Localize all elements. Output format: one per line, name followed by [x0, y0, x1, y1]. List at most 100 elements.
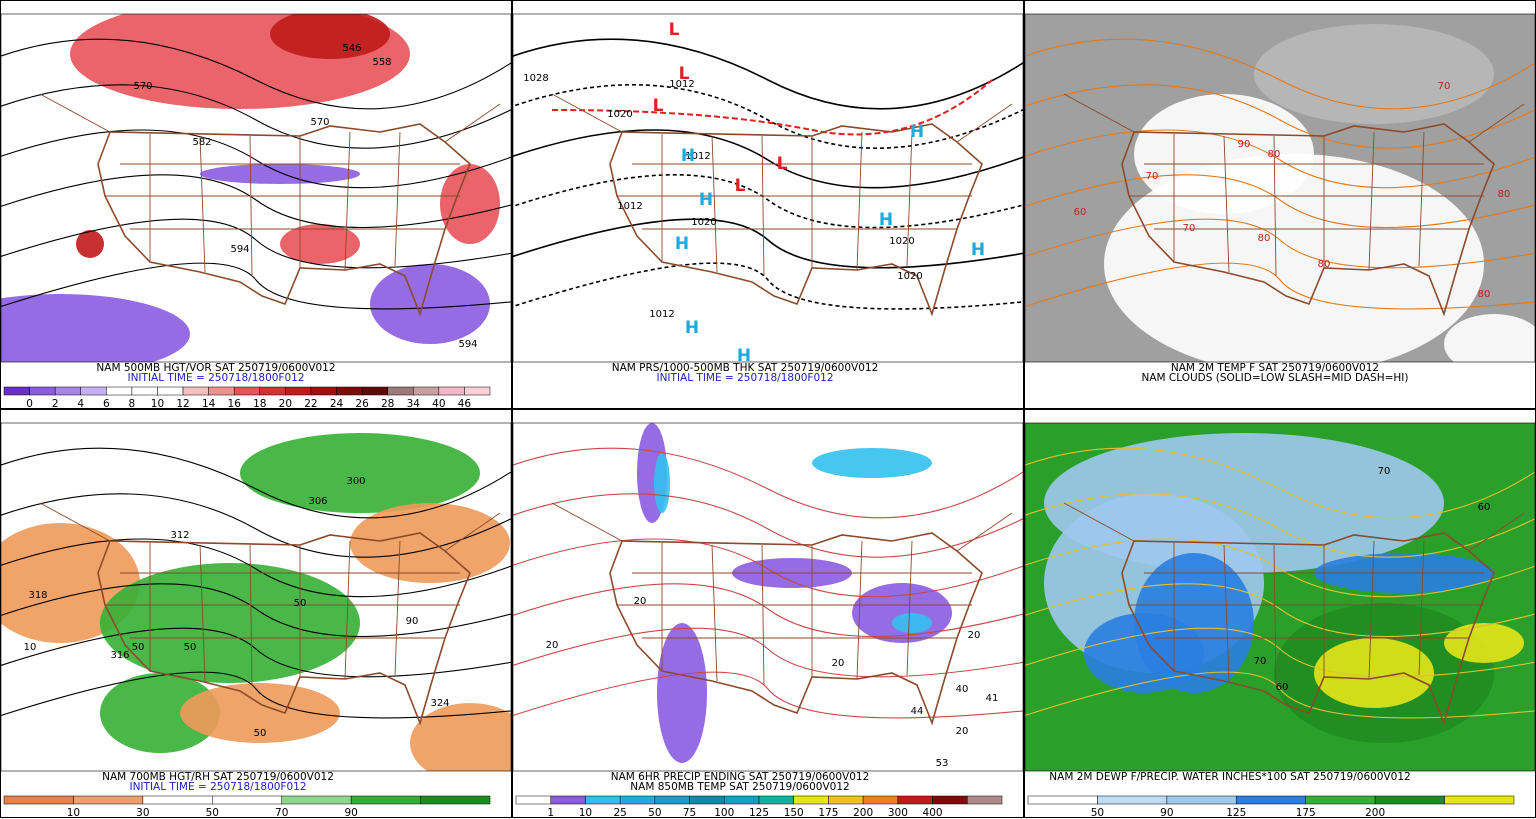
colorbar-cell [724, 795, 760, 805]
colorbar-cell [1166, 795, 1237, 805]
pressure-center: H [675, 234, 689, 254]
contour-label: 53 [936, 758, 949, 769]
contour [1, 538, 511, 598]
contour-label: 570 [133, 81, 152, 92]
colorbar-label: 18 [253, 398, 266, 410]
pressure-center: H [971, 240, 985, 260]
colorbar-label: 200 [1365, 807, 1385, 819]
colorbar-cell [413, 386, 440, 396]
field-shading [1444, 623, 1524, 663]
contour [1025, 38, 1535, 110]
colorbar-label: 50 [1091, 807, 1104, 819]
front-line [551, 79, 993, 136]
colorbar-cell [550, 795, 586, 805]
colorbar-cell [1444, 795, 1515, 805]
colorbar-cell [3, 386, 30, 396]
colorbar-cell [212, 795, 282, 805]
map-background [513, 423, 1023, 771]
contour [1025, 218, 1535, 269]
colorbar-cell [336, 386, 363, 396]
contour-label: 20 [634, 596, 647, 607]
field-shading [812, 448, 932, 478]
field-shading [1, 643, 80, 703]
map-border [0, 422, 512, 772]
map: 546 558 570 570 582 594 594 [1, 14, 511, 362]
contour-label: 70 [1438, 81, 1451, 92]
colorbar-cell [281, 795, 352, 805]
colorbar-cell [967, 795, 1003, 805]
colorbar-cell [1097, 795, 1168, 805]
pressure-center: L [735, 176, 746, 196]
panel: 80 70 60 80 80 70 80 90 80 70 NAM 2M TEMP F SAT 25… [1024, 0, 1536, 409]
contour-label: 10 [24, 642, 37, 653]
contour [1025, 671, 1535, 719]
map-body: 20 20 20 20 20 40 41 44 53 [513, 423, 1023, 771]
colorbar-cell [862, 795, 899, 805]
colorbar-cell [464, 386, 491, 396]
contour [1, 671, 511, 719]
contour [1, 218, 511, 269]
map-body: 70 60 70 60 [1025, 423, 1535, 771]
contour-label: 80 [1498, 189, 1511, 200]
field-shading [240, 433, 480, 513]
pressure-center: H [737, 346, 751, 366]
map: 70 60 70 60 [1025, 423, 1535, 771]
map-border [1024, 422, 1536, 772]
caption: NAM 2M DEWP F/PRECIP. WATER INCHES*100 S… [1049, 771, 1410, 783]
colorbar-cell [438, 386, 465, 396]
colorbar-cell [420, 795, 491, 805]
panel: 546 558 570 570 582 594 594 NAM 500MB HGT/VOR S… [0, 0, 512, 410]
pressure-center: H [910, 122, 924, 142]
contour-label: 582 [192, 137, 211, 148]
contour-label: 570 [310, 117, 329, 128]
contour-label: 1012 [649, 309, 674, 320]
colorbar-cell [1236, 795, 1306, 805]
contour [513, 218, 1023, 269]
colorbar-label: 300 [888, 807, 908, 819]
contour-label: 70 [1183, 223, 1196, 234]
colorbar-label: 150 [784, 807, 804, 819]
contour [1025, 129, 1535, 189]
pressure-center: H [879, 210, 893, 230]
colorbar-cell [106, 386, 133, 396]
contour-label: 306 [308, 496, 327, 507]
contour-label: 318 [28, 590, 47, 601]
contour-label: 41 [986, 693, 999, 704]
field-shading [852, 583, 952, 643]
colorbar-label: 46 [458, 398, 472, 410]
field-shading [76, 230, 104, 258]
colorbar-label: 90 [344, 807, 357, 819]
contour [513, 493, 1023, 558]
map: 20 20 20 20 20 40 41 44 53 [513, 423, 1023, 771]
colorbar-label: 12 [176, 398, 189, 410]
pressure-center: L [679, 64, 690, 84]
contour [1, 262, 511, 310]
colorbar-cell [1027, 795, 1098, 805]
colorbar-label: 22 [304, 398, 317, 410]
colorbar-cell [387, 386, 414, 396]
colorbar-label: 6 [103, 398, 110, 410]
contour [1, 129, 511, 189]
contour-label: 1020 [691, 217, 716, 228]
caption: INITIAL TIME = 250718/1800F012 [127, 372, 304, 384]
contour-label: 44 [911, 706, 924, 717]
pressure-center: L [669, 20, 680, 40]
colorbar-label: 200 [853, 807, 873, 819]
field-shading [180, 683, 340, 743]
colorbar-label: 2 [52, 398, 59, 410]
field-shading [1, 294, 190, 362]
field-shading [370, 264, 490, 344]
contour-label: 70 [1146, 171, 1159, 182]
colorbar-cell [80, 386, 107, 396]
colorbar-cell [654, 795, 690, 805]
panel: 102810201012101210121020102010201012LLLL… [512, 0, 1024, 409]
contour [513, 447, 1023, 519]
colorbar-label: 125 [1226, 807, 1246, 819]
colorbar-cell [310, 386, 337, 396]
contour-label: 1020 [889, 236, 914, 247]
colorbar-cell [350, 795, 421, 805]
field-shading [410, 703, 511, 771]
colorbar-label: 75 [683, 807, 696, 819]
colorbar-cell [932, 795, 968, 805]
field-shading [657, 623, 707, 763]
